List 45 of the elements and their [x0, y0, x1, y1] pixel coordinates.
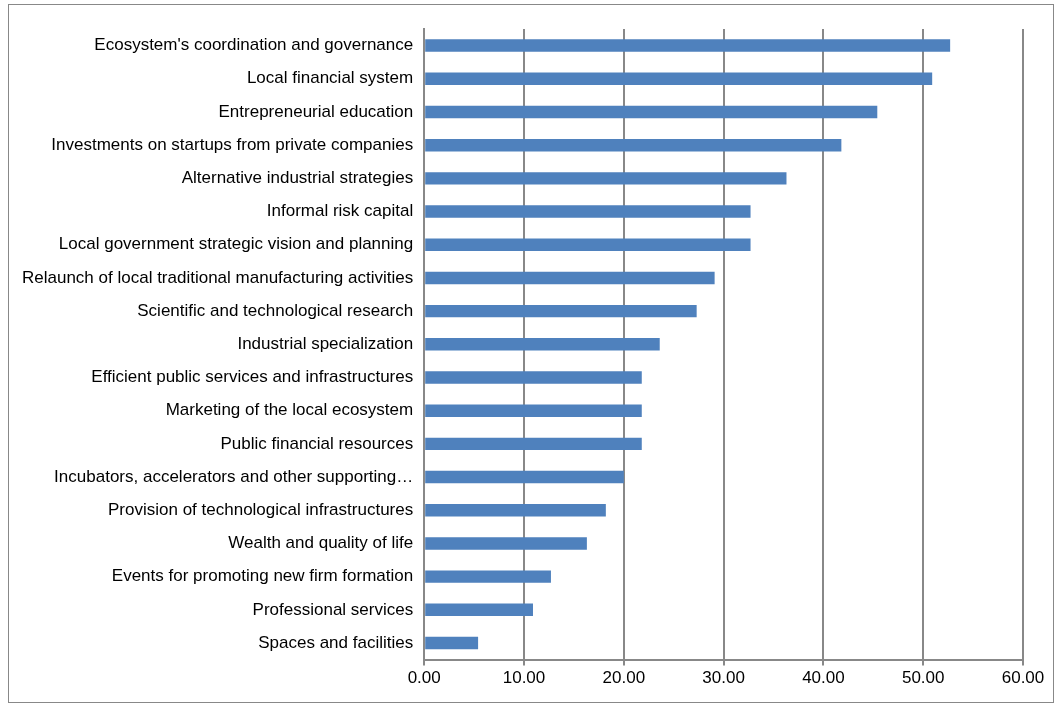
bar [425, 304, 697, 318]
y-tick-label: Efficient public services and infrastructures [91, 367, 414, 387]
y-tick-label: Entrepreneurial education [218, 101, 414, 121]
x-tick-label: 10.00 [502, 668, 546, 688]
y-tick-label: Alternative industrial strategies [181, 168, 414, 188]
y-tick-label: Marketing of the local ecosystem [165, 400, 414, 420]
bar [425, 570, 551, 583]
bar [425, 504, 606, 517]
bar [425, 603, 533, 617]
y-tick-label: Scientific and technological research [137, 300, 414, 320]
y-tick-label: Incubators, accelerators and other supporting… [54, 466, 414, 486]
bar [425, 39, 951, 52]
bar [425, 138, 842, 152]
bar [425, 437, 642, 451]
x-tick-label: 50.00 [901, 668, 945, 688]
y-tick-label: Public financial resources [220, 433, 414, 453]
bar [425, 636, 479, 650]
y-tick-label: Spaces and facilities [258, 632, 414, 652]
y-tick-label: Investments on startups from private companies [51, 134, 414, 154]
y-tick-label: Local government strategic vision and planning [58, 234, 414, 254]
y-tick-label: Professional services [252, 599, 414, 619]
bar [425, 172, 787, 185]
bar [425, 271, 715, 285]
y-tick-label: Provision of technological infrastructures [108, 499, 414, 519]
bar [425, 338, 660, 351]
bar [425, 371, 642, 384]
y-tick-label: Relaunch of local traditional manufacturing activities [21, 267, 414, 287]
y-tick-label: Informal risk capital [266, 201, 414, 221]
bar [425, 238, 751, 251]
x-tick-label: 60.00 [1001, 668, 1045, 688]
y-tick-label: Events for promoting new firm formation [111, 566, 414, 586]
bar [425, 537, 587, 550]
x-tick-label: 0.00 [407, 668, 441, 688]
y-tick-label: Wealth and quality of life [228, 533, 414, 553]
bar [425, 205, 751, 218]
bar [425, 105, 878, 119]
x-tick-label: 40.00 [802, 668, 845, 688]
bar [425, 404, 642, 417]
x-tick-label: 20.00 [602, 668, 646, 688]
bar [425, 72, 933, 86]
x-tick-label: 30.00 [702, 668, 745, 688]
y-tick-label: Ecosystem's coordination and governance [94, 35, 414, 55]
y-tick-label: Industrial specialization [237, 333, 414, 353]
bar [425, 470, 624, 484]
y-tick-label: Local financial system [246, 68, 414, 88]
